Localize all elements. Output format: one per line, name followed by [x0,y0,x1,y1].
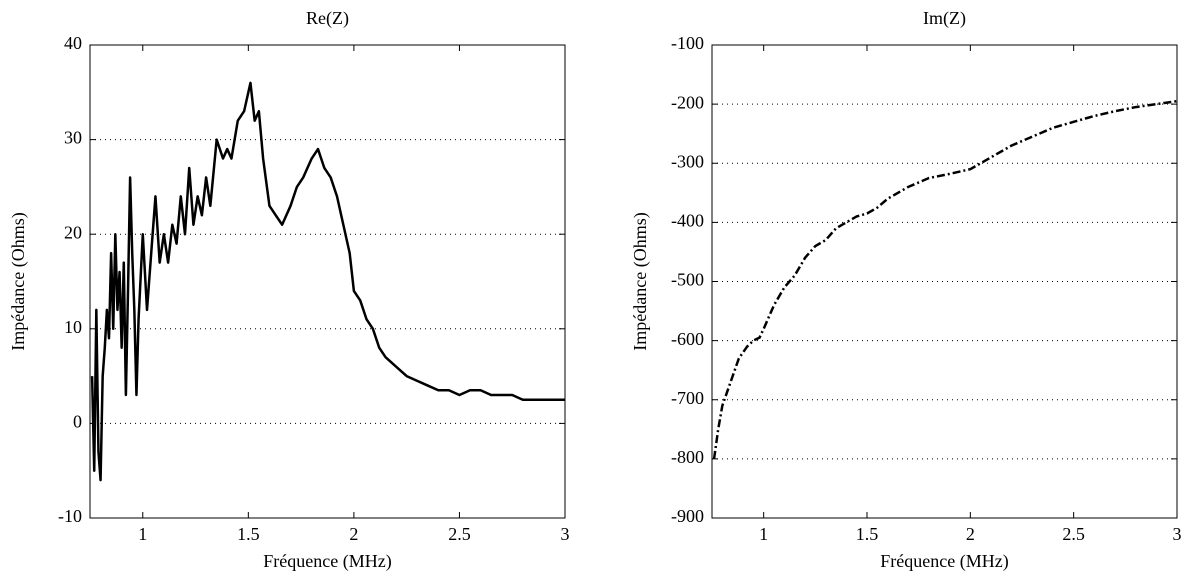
y-axis-label: Impédance (Ohms) [8,212,29,350]
axes-box [89,44,566,519]
y-axis-label: Impédance (Ohms) [630,212,651,350]
y-tick-label: -700 [671,388,704,408]
y-tick-label: -100 [671,33,704,53]
chart-title: Re(Z) [306,8,349,29]
x-tick-label: 1 [759,524,768,544]
y-tick-label: 20 [64,222,82,242]
x-tick-label: 1 [138,524,147,544]
x-tick-label: 2.5 [1062,524,1085,544]
x-axis-label: Fréquence (MHz) [263,551,391,572]
chart-title: Im(Z) [923,8,966,29]
x-tick-label: 2.5 [448,524,471,544]
y-tick-label: 30 [64,128,82,148]
y-tick-label: 10 [64,317,82,337]
x-tick-label: 3 [1173,524,1182,544]
x-tick-label: 1.5 [237,524,260,544]
y-tick-label: -300 [671,151,704,171]
y-tick-label: -800 [671,447,704,467]
x-tick-label: 2 [966,524,975,544]
y-tick-label: -10 [58,506,82,526]
y-tick-label: -200 [671,92,704,112]
y-tick-label: -400 [671,211,704,231]
y-tick-label: -600 [671,329,704,349]
y-tick-label: 40 [64,33,82,53]
y-tick-label: -500 [671,270,704,290]
y-tick-label: 0 [73,412,82,432]
data-line [90,81,565,482]
data-line [712,99,1178,460]
x-tick-label: 2 [349,524,358,544]
axes-box [711,44,1178,519]
x-axis-label: Fréquence (MHz) [880,551,1008,572]
y-tick-label: -900 [671,506,704,526]
x-tick-label: 1.5 [856,524,879,544]
x-tick-label: 3 [561,524,570,544]
